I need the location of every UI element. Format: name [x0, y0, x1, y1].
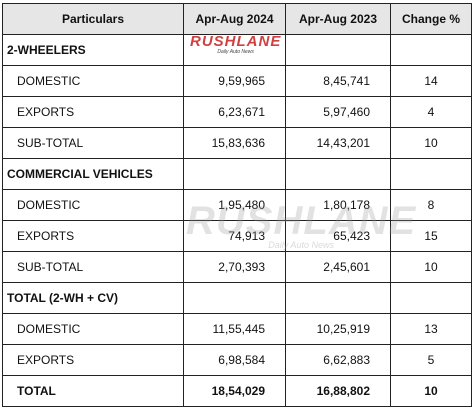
- section-title: 2-WHEELERS: [2, 34, 184, 66]
- row-label: SUB-TOTAL: [2, 251, 184, 283]
- value-2024: 2,70,393: [183, 251, 286, 283]
- row-label: EXPORTS: [2, 344, 184, 376]
- change-value: 5: [390, 344, 472, 376]
- table-row: DOMESTIC 1,95,480 1,80,178 8: [2, 189, 472, 221]
- total-2024: 18,54,029: [183, 375, 286, 407]
- row-label: DOMESTIC: [2, 65, 184, 97]
- empty-cell: [285, 34, 391, 66]
- row-label: EXPORTS: [2, 220, 184, 252]
- value-2023: 5,97,460: [285, 96, 391, 128]
- empty-cell: [390, 158, 472, 190]
- section-title: TOTAL (2-WH + CV): [2, 282, 184, 314]
- table-row: SUB-TOTAL 15,83,636 14,43,201 10: [2, 127, 472, 159]
- header-apr-aug-2023: Apr-Aug 2023: [285, 3, 391, 35]
- empty-cell: [183, 158, 286, 190]
- total-label: TOTAL: [2, 375, 184, 407]
- value-2023: 2,45,601: [285, 251, 391, 283]
- change-value: 13: [390, 313, 472, 345]
- value-2023: 65,423: [285, 220, 391, 252]
- change-value: 10: [390, 127, 472, 159]
- table-row: DOMESTIC 9,59,965 8,45,741 14: [2, 65, 472, 97]
- section-title: COMMERCIAL VEHICLES: [2, 158, 184, 190]
- section-row-2-wheelers: 2-WHEELERS: [2, 34, 472, 66]
- total-2023: 16,88,802: [285, 375, 391, 407]
- table-row: SUB-TOTAL 2,70,393 2,45,601 10: [2, 251, 472, 283]
- value-2024: 11,55,445: [183, 313, 286, 345]
- value-2024: 6,98,584: [183, 344, 286, 376]
- value-2023: 14,43,201: [285, 127, 391, 159]
- row-label: EXPORTS: [2, 96, 184, 128]
- sales-table: Particulars Apr-Aug 2024 Apr-Aug 2023 Ch…: [2, 3, 472, 407]
- table-row: EXPORTS 6,98,584 6,62,883 5: [2, 344, 472, 376]
- table-row: EXPORTS 6,23,671 5,97,460 4: [2, 96, 472, 128]
- row-label: DOMESTIC: [2, 313, 184, 345]
- section-row-commercial-vehicles: COMMERCIAL VEHICLES: [2, 158, 472, 190]
- empty-cell: [183, 282, 286, 314]
- value-2023: 10,25,919: [285, 313, 391, 345]
- value-2024: 74,913: [183, 220, 286, 252]
- header-change-percent: Change %: [390, 3, 472, 35]
- empty-cell: [285, 158, 391, 190]
- change-value: 10: [390, 251, 472, 283]
- value-2023: 1,80,178: [285, 189, 391, 221]
- header-particulars: Particulars: [2, 3, 184, 35]
- change-value: 14: [390, 65, 472, 97]
- grand-total-row: TOTAL 18,54,029 16,88,802 10: [2, 375, 472, 407]
- value-2023: 6,62,883: [285, 344, 391, 376]
- empty-cell: [183, 34, 286, 66]
- value-2024: 1,95,480: [183, 189, 286, 221]
- value-2024: 6,23,671: [183, 96, 286, 128]
- change-value: 15: [390, 220, 472, 252]
- empty-cell: [285, 282, 391, 314]
- table-row: DOMESTIC 11,55,445 10,25,919 13: [2, 313, 472, 345]
- empty-cell: [390, 34, 472, 66]
- section-row-total-2wh-cv: TOTAL (2-WH + CV): [2, 282, 472, 314]
- total-change: 10: [390, 375, 472, 407]
- header-row: Particulars Apr-Aug 2024 Apr-Aug 2023 Ch…: [2, 3, 472, 35]
- row-label: SUB-TOTAL: [2, 127, 184, 159]
- row-label: DOMESTIC: [2, 189, 184, 221]
- value-2024: 15,83,636: [183, 127, 286, 159]
- change-value: 8: [390, 189, 472, 221]
- table-row: EXPORTS 74,913 65,423 15: [2, 220, 472, 252]
- change-value: 4: [390, 96, 472, 128]
- value-2024: 9,59,965: [183, 65, 286, 97]
- empty-cell: [390, 282, 472, 314]
- value-2023: 8,45,741: [285, 65, 391, 97]
- header-apr-aug-2024: Apr-Aug 2024: [183, 3, 286, 35]
